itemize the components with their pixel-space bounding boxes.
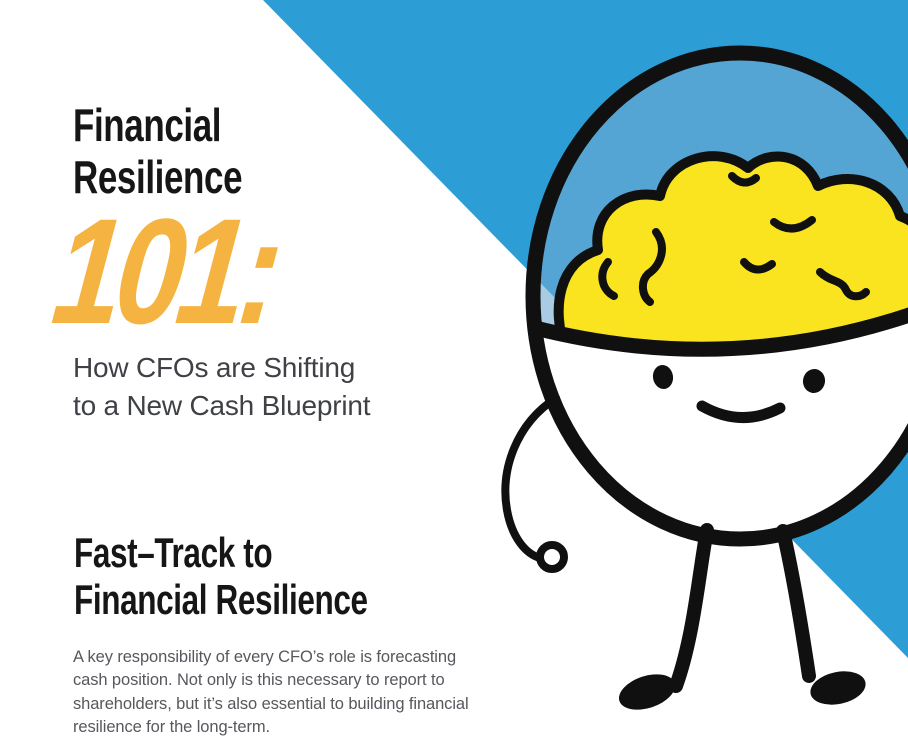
left-hand: [536, 541, 568, 573]
brain-fold-icon: [598, 258, 618, 300]
section-heading-line1: Fast–Track to: [74, 529, 273, 576]
helmet-brim: [533, 289, 908, 357]
head-outline: [525, 45, 908, 547]
page-title-line2: Resilience: [73, 151, 243, 203]
right-eye: [802, 369, 826, 393]
page-subtitle-line1: How CFOs are Shifting: [73, 352, 356, 383]
left-foot: [618, 674, 676, 710]
section-body-line: cash position. Not only is this necessar…: [73, 671, 445, 690]
big-number-101: 101:: [46, 187, 284, 355]
page-subtitle-line2: to a New Cash Blueprint: [73, 390, 371, 421]
section-body: A key responsibility of every CFO’s role…: [73, 646, 469, 737]
left-leg: [669, 523, 714, 693]
right-foot: [810, 671, 866, 705]
left-arm: [501, 394, 560, 562]
page-title-line1: Financial: [73, 99, 222, 151]
section-body-line: A key responsibility of every CFO’s role…: [73, 648, 457, 666]
left-eye: [652, 365, 674, 389]
brain-fold-icon: [740, 258, 776, 274]
brain-fold-icon: [728, 172, 760, 187]
right-leg: [776, 524, 816, 683]
brain-fold-icon: [816, 268, 870, 301]
brain-fold-icon: [639, 228, 666, 306]
page-title: Financial Resilience: [73, 99, 243, 203]
section-heading-line2: Financial Resilience: [74, 576, 368, 623]
face: [533, 296, 908, 539]
smile: [696, 400, 786, 423]
brain-fold-icon: [770, 216, 816, 233]
section-heading: Fast–Track to Financial Resilience: [74, 529, 368, 623]
section-body-line: shareholders, but it’s also essential to…: [73, 694, 469, 713]
section-body-line: resilience for the long-term.: [73, 718, 271, 737]
page-subtitle: How CFOs are Shifting to a New Cash Blue…: [73, 349, 371, 425]
